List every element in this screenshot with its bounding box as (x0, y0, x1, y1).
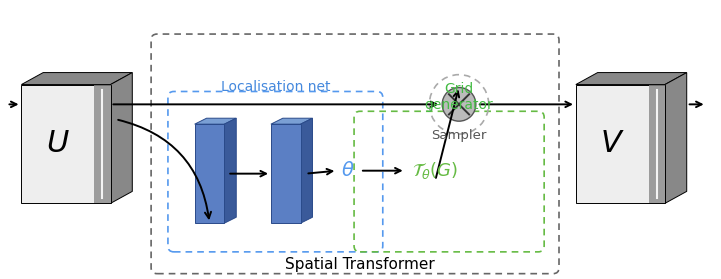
FancyArrowPatch shape (118, 120, 211, 218)
Text: Grid
generator: Grid generator (425, 82, 493, 112)
Polygon shape (576, 73, 686, 85)
Polygon shape (110, 73, 132, 203)
Polygon shape (576, 85, 665, 203)
Text: $\mathcal{T}_\theta(G)$: $\mathcal{T}_\theta(G)$ (412, 160, 459, 181)
Text: $\theta$: $\theta$ (341, 161, 355, 180)
Polygon shape (22, 85, 110, 203)
Text: U: U (46, 129, 68, 158)
Polygon shape (224, 118, 236, 223)
Polygon shape (301, 118, 312, 223)
Text: Localisation net: Localisation net (221, 80, 330, 95)
Text: Spatial Transformer: Spatial Transformer (285, 257, 435, 272)
Polygon shape (271, 124, 301, 223)
Text: Sampler: Sampler (431, 129, 487, 142)
Polygon shape (94, 85, 110, 203)
Polygon shape (649, 85, 665, 203)
Polygon shape (195, 124, 224, 223)
Polygon shape (665, 73, 686, 203)
Text: V: V (601, 129, 622, 158)
Circle shape (442, 88, 476, 121)
Polygon shape (22, 73, 132, 85)
Polygon shape (195, 118, 236, 124)
Polygon shape (271, 118, 312, 124)
